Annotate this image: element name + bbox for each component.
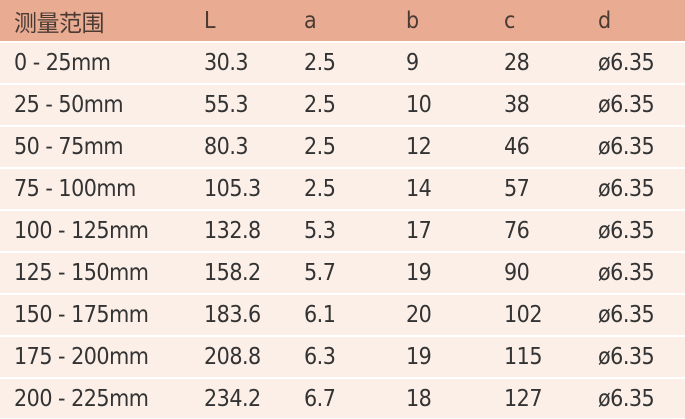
table-cell: 10 — [392, 84, 490, 127]
table-cell: 20 — [392, 294, 490, 337]
table-cell: 12 — [392, 126, 490, 169]
table-cell: 0 - 25mm — [0, 42, 190, 85]
table-cell: 76 — [490, 210, 584, 253]
table-cell: ø6.35 — [584, 126, 685, 169]
table-cell: ø6.35 — [584, 378, 685, 418]
table-cell: 100 - 125mm — [0, 210, 190, 253]
table-cell: 14 — [392, 168, 490, 211]
header-cell: a — [290, 0, 392, 43]
header-cell: b — [392, 0, 490, 43]
table-cell: 6.7 — [290, 378, 392, 418]
table-cell: 30.3 — [190, 42, 290, 85]
table-cell: ø6.35 — [584, 84, 685, 127]
table-cell: 80.3 — [190, 126, 290, 169]
table-cell: 25 - 50mm — [0, 84, 190, 127]
table-cell: 150 - 175mm — [0, 294, 190, 337]
table-row: 0 - 25mm 30.3 2.5 9 28 ø6.35 — [0, 42, 685, 85]
table-cell: 105.3 — [190, 168, 290, 211]
table-cell: 2.5 — [290, 126, 392, 169]
table-cell: 200 - 225mm — [0, 378, 190, 418]
table-cell: 102 — [490, 294, 584, 337]
table-cell: 6.1 — [290, 294, 392, 337]
table-row: 175 - 200mm 208.8 6.3 19 115 ø6.35 — [0, 336, 685, 379]
table-cell: ø6.35 — [584, 210, 685, 253]
table-cell: 183.6 — [190, 294, 290, 337]
table-row: 75 - 100mm 105.3 2.5 14 57 ø6.35 — [0, 168, 685, 211]
table-cell: 2.5 — [290, 84, 392, 127]
table-body: 0 - 25mm 30.3 2.5 9 28 ø6.35 25 - 50mm 55.3 2.5 1… — [0, 42, 685, 418]
table-cell: 17 — [392, 210, 490, 253]
table-cell: ø6.35 — [584, 252, 685, 295]
table-cell: 2.5 — [290, 168, 392, 211]
table-cell: 57 — [490, 168, 584, 211]
header-cell: 测量范围 — [0, 0, 190, 43]
table-cell: 2.5 — [290, 42, 392, 85]
table-cell: 208.8 — [190, 336, 290, 379]
table-cell: 158.2 — [190, 252, 290, 295]
table-row: 200 - 225mm 234.2 6.7 18 127 ø6.35 — [0, 378, 685, 418]
table-cell: ø6.35 — [584, 42, 685, 85]
table-row: 25 - 50mm 55.3 2.5 10 38 ø6.35 — [0, 84, 685, 127]
header-cell: L — [190, 0, 290, 43]
table-cell: 19 — [392, 336, 490, 379]
header-cell: d — [584, 0, 685, 43]
table-row: 100 - 125mm 132.8 5.3 17 76 ø6.35 — [0, 210, 685, 253]
table-cell: 125 - 150mm — [0, 252, 190, 295]
table-cell: ø6.35 — [584, 168, 685, 211]
table-cell: 38 — [490, 84, 584, 127]
table-cell: ø6.35 — [584, 294, 685, 337]
table-cell: 6.3 — [290, 336, 392, 379]
table-cell: 19 — [392, 252, 490, 295]
table-cell: 28 — [490, 42, 584, 85]
table-cell: 55.3 — [190, 84, 290, 127]
header-cell: c — [490, 0, 584, 43]
table-cell: 132.8 — [190, 210, 290, 253]
table-cell: 5.7 — [290, 252, 392, 295]
table-cell: ø6.35 — [584, 336, 685, 379]
table-cell: 50 - 75mm — [0, 126, 190, 169]
table-cell: 175 - 200mm — [0, 336, 190, 379]
table-row: 125 - 150mm 158.2 5.7 19 90 ø6.35 — [0, 252, 685, 295]
table-row: 150 - 175mm 183.6 6.1 20 102 ø6.35 — [0, 294, 685, 337]
table-cell: 18 — [392, 378, 490, 418]
table-cell: 115 — [490, 336, 584, 379]
table-cell: 234.2 — [190, 378, 290, 418]
table-row: 50 - 75mm 80.3 2.5 12 46 ø6.35 — [0, 126, 685, 169]
table-cell: 9 — [392, 42, 490, 85]
table-cell: 46 — [490, 126, 584, 169]
table-cell: 5.3 — [290, 210, 392, 253]
table-cell: 127 — [490, 378, 584, 418]
table-cell: 90 — [490, 252, 584, 295]
table-cell: 75 - 100mm — [0, 168, 190, 211]
